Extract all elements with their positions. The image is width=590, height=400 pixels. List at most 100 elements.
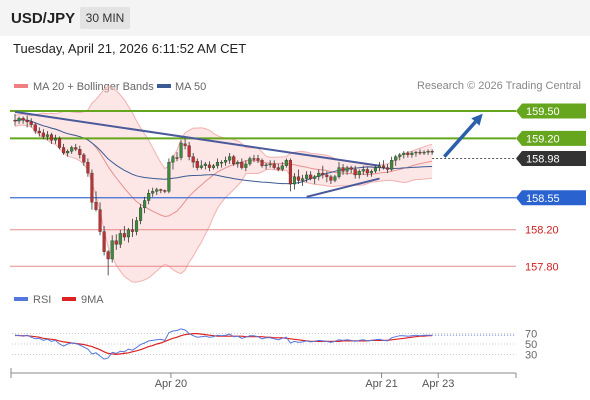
candle <box>345 165 349 175</box>
level-tag-159-50: 159.50 <box>516 103 586 119</box>
candle <box>430 149 434 155</box>
candle <box>353 165 357 179</box>
candle-body <box>284 160 288 166</box>
candle-body <box>167 161 171 192</box>
level-tag-158-55: 158.55 <box>516 190 586 206</box>
candle-body <box>390 160 394 170</box>
candle-body <box>248 158 252 165</box>
candle-body <box>171 156 175 163</box>
candle <box>313 174 317 185</box>
candle-body <box>159 189 163 191</box>
candle-body <box>138 207 143 221</box>
candle <box>203 162 207 170</box>
candle <box>62 143 66 155</box>
timeframe-button[interactable]: 30 MIN <box>80 7 130 29</box>
candle <box>159 188 163 194</box>
candle <box>292 173 296 190</box>
level-label-157-80: 157.80 <box>525 261 559 273</box>
legend-label-bollinger: MA 20 + Bollinger Bands <box>33 81 154 93</box>
candle <box>317 169 321 181</box>
candle <box>224 156 228 166</box>
candle <box>102 226 106 256</box>
candle <box>114 234 118 250</box>
level-tag-shape <box>516 103 586 119</box>
bollinger-lower-line <box>14 124 433 283</box>
candle-body <box>329 176 333 181</box>
candle-body <box>33 124 37 132</box>
candle-body <box>418 151 422 154</box>
candle-body <box>130 229 135 232</box>
candle <box>191 152 195 168</box>
candle <box>321 165 325 179</box>
candle <box>151 187 155 197</box>
candle-body <box>49 134 53 141</box>
level-label-158-20: 158.20 <box>525 225 559 237</box>
candle-body <box>341 167 345 172</box>
candle <box>349 165 353 174</box>
candle-body <box>280 165 284 170</box>
candle <box>207 161 211 172</box>
candle <box>240 158 244 170</box>
level-tag-shape <box>516 190 586 206</box>
candle <box>305 171 309 183</box>
candle <box>406 151 410 158</box>
candle-body <box>70 147 74 152</box>
candle <box>41 129 45 140</box>
candle-body <box>414 151 418 154</box>
rsi-ma-line <box>14 333 433 356</box>
candle <box>58 136 62 150</box>
legend-swatch-9ma <box>62 297 76 301</box>
candle <box>98 202 102 236</box>
candle <box>171 154 175 170</box>
level-tag-159-20: 159.20 <box>516 130 586 146</box>
candle-body <box>300 178 305 181</box>
candle <box>264 163 268 170</box>
candle-body <box>41 132 45 137</box>
candle <box>228 152 232 164</box>
trendline-2 <box>306 177 380 198</box>
candle-body <box>37 130 41 134</box>
candle-body <box>268 163 272 166</box>
candle-body <box>313 176 317 179</box>
candle-body <box>183 143 187 146</box>
candle-body <box>98 209 102 232</box>
candle-body <box>58 138 62 148</box>
candle <box>82 152 86 166</box>
candle-body <box>207 164 211 168</box>
candle-body <box>224 160 228 163</box>
candle <box>244 160 248 172</box>
candle-body <box>317 172 321 177</box>
candle <box>106 249 110 276</box>
candle <box>410 151 414 158</box>
datetime-label: Tuesday, April 21, 2026 6:11:52 AM CET <box>13 41 247 56</box>
candle <box>236 160 240 168</box>
candle-body <box>349 167 353 170</box>
candle-body <box>406 152 410 155</box>
candle <box>33 122 37 134</box>
level-tag-shape <box>516 130 586 146</box>
candle-body <box>232 156 236 165</box>
candle-body <box>305 174 309 179</box>
candle-body <box>122 233 126 238</box>
candle-body <box>74 147 78 150</box>
candle-body <box>155 189 159 192</box>
candle-body <box>203 163 207 166</box>
candle <box>373 165 377 174</box>
candle <box>86 158 90 177</box>
candle <box>183 138 187 150</box>
candle <box>70 145 74 154</box>
candle-body <box>386 167 390 170</box>
candle <box>418 149 422 155</box>
candle <box>365 167 369 177</box>
candle-body <box>179 142 183 158</box>
candle <box>90 169 94 210</box>
legend-label-rsi: RSI <box>33 294 51 306</box>
forecast-arrow-shaft <box>442 120 477 158</box>
candle <box>280 162 284 172</box>
candle <box>78 145 82 159</box>
candle <box>260 158 264 168</box>
candle-body <box>13 119 17 122</box>
candle-body <box>398 154 402 157</box>
candle-body <box>288 160 292 185</box>
